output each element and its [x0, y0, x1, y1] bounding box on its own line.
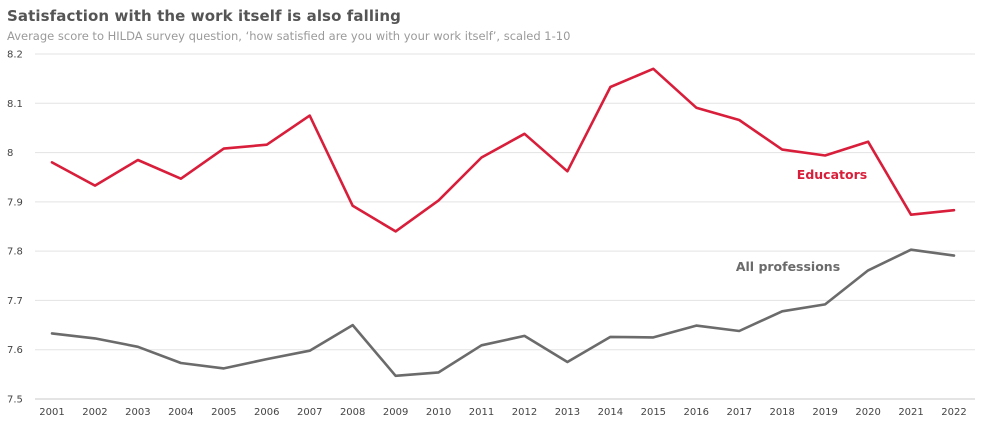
x-tick-label: 2013	[555, 407, 580, 418]
x-tick-label: 2007	[297, 407, 322, 418]
x-tick-label: 2014	[598, 407, 623, 418]
y-tick-label: 8.1	[7, 99, 23, 110]
x-tick-label: 2003	[125, 407, 150, 418]
series-lines	[50, 67, 956, 378]
x-tick-label: 2021	[898, 407, 923, 418]
y-tick-label: 7.8	[7, 247, 23, 258]
x-tick-label: 2016	[684, 407, 709, 418]
x-axis-ticks: 2001 2002 2003 2004 2005 2006 2007 2008 2009 2010…	[39, 407, 966, 418]
y-tick-label: 7.9	[7, 197, 23, 208]
series-line-all-professions	[50, 248, 956, 378]
y-tick-label: 7.7	[7, 296, 23, 307]
gridlines	[35, 53, 975, 400]
y-tick-label: 7.5	[7, 395, 23, 406]
x-tick-label: 2008	[340, 407, 365, 418]
x-tick-label: 2006	[254, 407, 279, 418]
series-line-educators	[50, 67, 956, 233]
series-labels: Educators All professions	[736, 167, 867, 274]
x-tick-label: 2004	[168, 407, 193, 418]
x-tick-label: 2002	[82, 407, 107, 418]
y-tick-label: 8	[7, 148, 13, 159]
x-tick-label: 2018	[769, 407, 794, 418]
x-tick-label: 2001	[39, 407, 64, 418]
x-tick-label: 2019	[812, 407, 837, 418]
x-tick-label: 2020	[855, 407, 880, 418]
x-tick-label: 2010	[426, 407, 451, 418]
series-label-educators: Educators	[797, 167, 867, 182]
y-tick-label: 8.2	[7, 50, 23, 61]
x-tick-label: 2012	[512, 407, 537, 418]
chart-subtitle: Average score to HILDA survey question, …	[7, 29, 571, 43]
x-tick-label: 2009	[383, 407, 408, 418]
x-tick-label: 2011	[469, 407, 494, 418]
x-tick-label: 2017	[727, 407, 752, 418]
x-tick-label: 2005	[211, 407, 236, 418]
series-label-all-professions: All professions	[736, 259, 840, 274]
x-tick-label: 2022	[941, 407, 966, 418]
y-axis-ticks: 7.5 7.6 7.7 7.8 7.9 8 8.1 8.2	[7, 50, 23, 406]
x-tick-label: 2015	[641, 407, 666, 418]
y-tick-label: 7.6	[7, 345, 23, 356]
chart-title: Satisfaction with the work itself is als…	[7, 7, 401, 25]
